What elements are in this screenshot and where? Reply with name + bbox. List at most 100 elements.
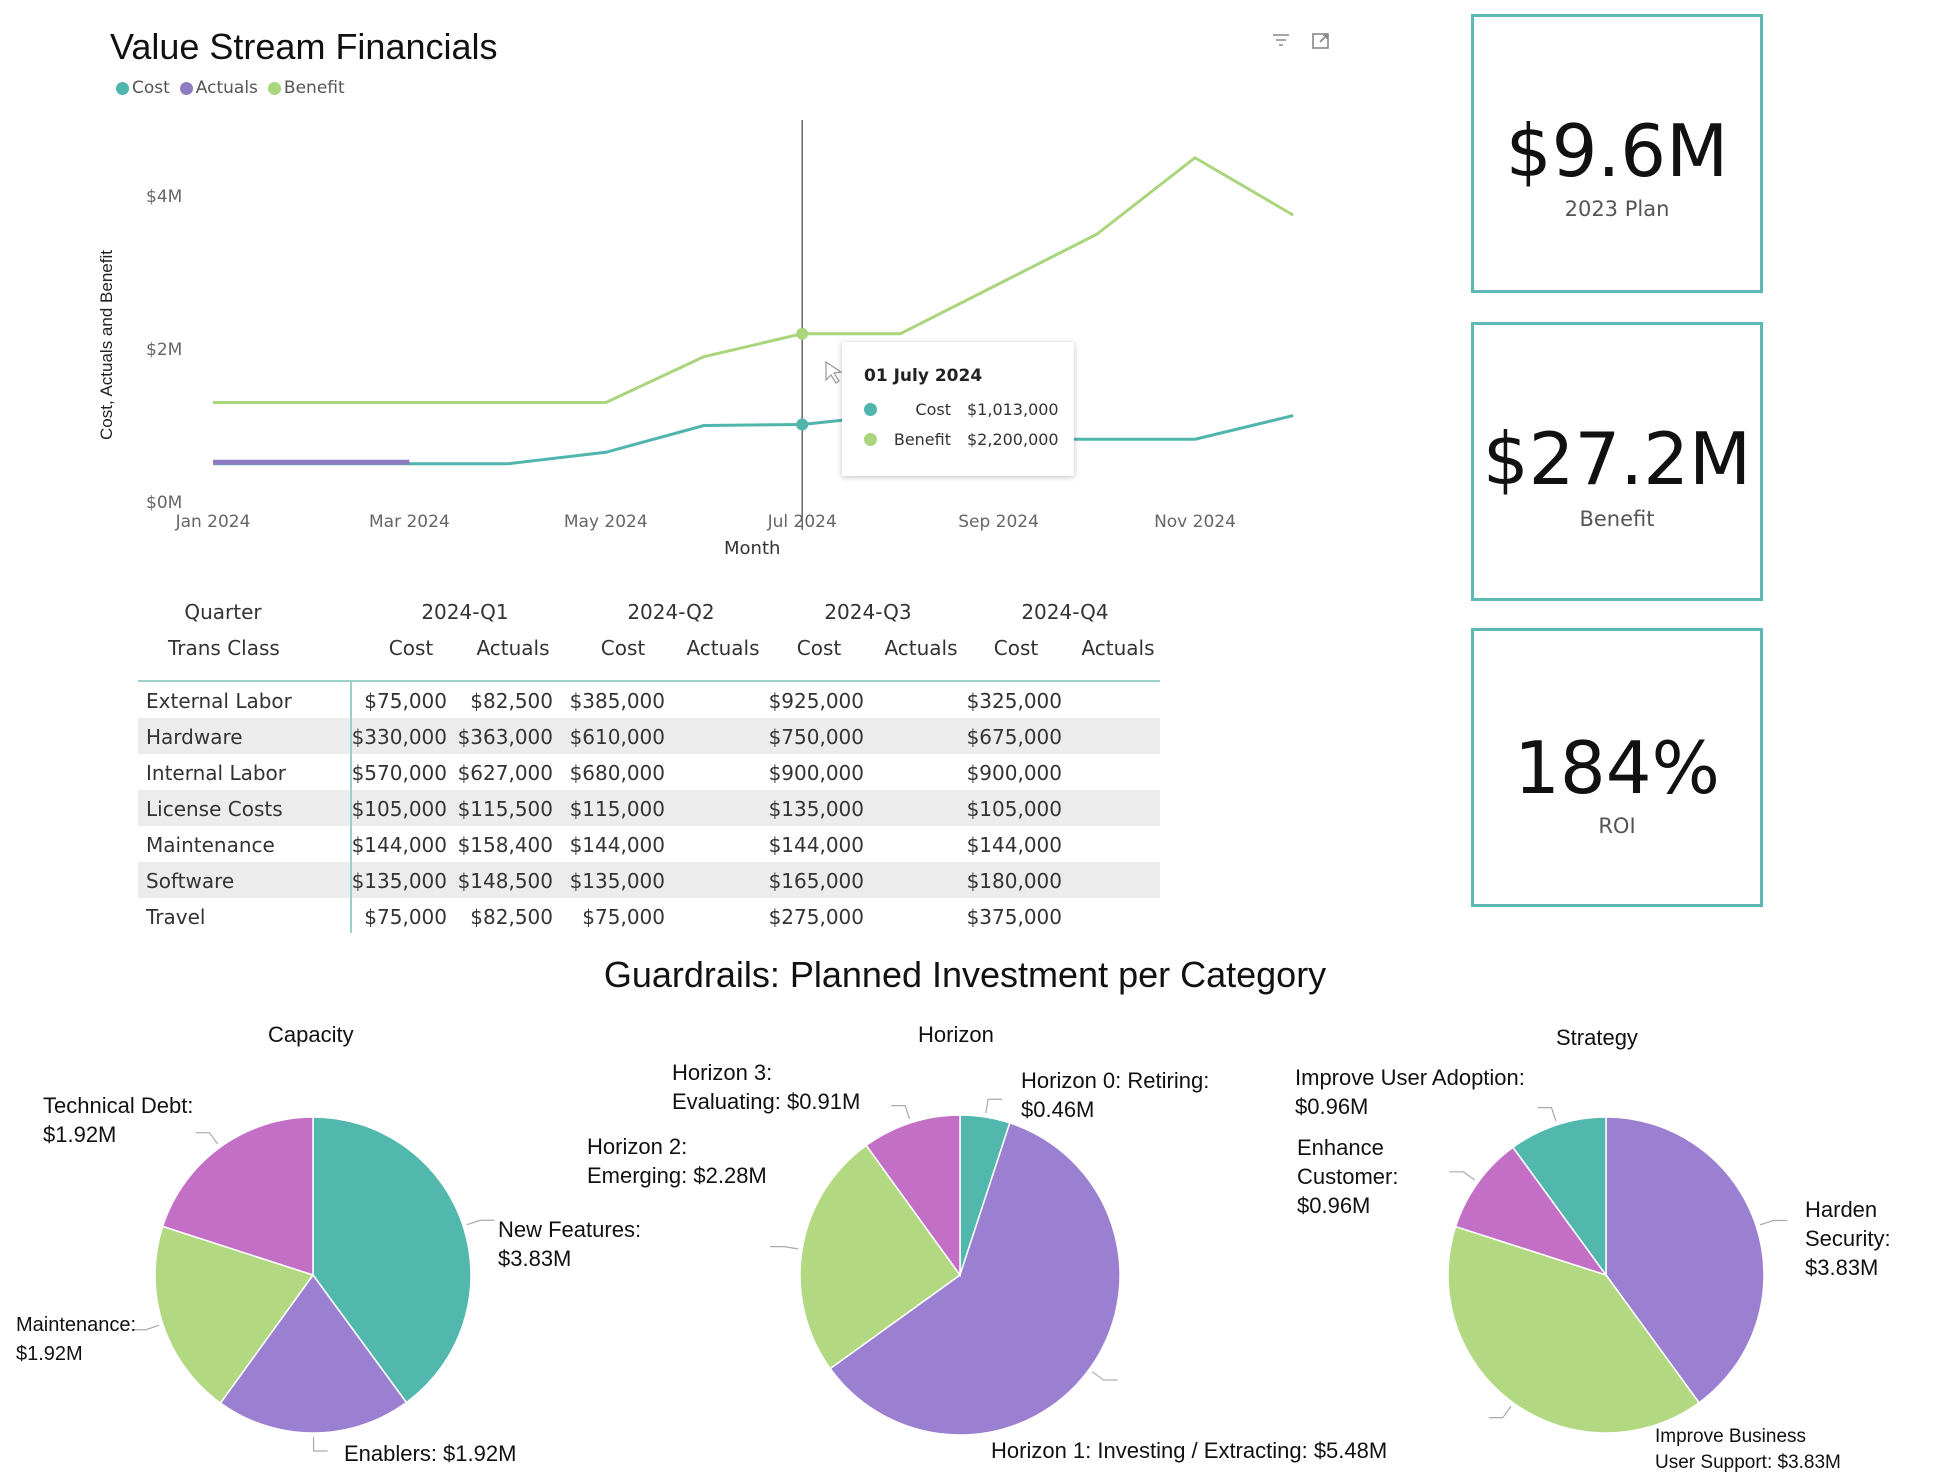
col-header-q2-actuals[interactable]: Actuals <box>686 636 760 660</box>
table-row[interactable]: Internal Labor $570,000 $627,000 $680,000 $9… <box>138 754 1160 790</box>
pie-slice-horizon[interactable] <box>959 1114 1011 1276</box>
table-cell: $627,000 <box>457 761 553 785</box>
table-cell: $75,000 <box>582 905 665 929</box>
tooltip-row-cost: Cost $1,013,000 <box>864 400 1059 419</box>
trans-class-header[interactable]: Trans Class <box>168 636 280 660</box>
pie-slice-strategy[interactable] <box>1454 1146 1608 1277</box>
table-cell: $900,000 <box>966 761 1062 785</box>
table-row[interactable]: Travel $75,000 $82,500 $75,000 $275,000 $375,… <box>138 898 1160 934</box>
pie-slice-capacity[interactable] <box>154 1225 315 1405</box>
line-chart-legend: Cost Actuals Benefit <box>116 78 345 98</box>
kpi-value-roi: 184% <box>1514 726 1720 810</box>
label-maintenance: Maintenance: $1.92M <box>16 1311 136 1369</box>
table-cell: $750,000 <box>768 725 864 749</box>
kpi-card-benefit[interactable]: $27.2M Benefit <box>1471 322 1763 601</box>
col-header-q1-actuals[interactable]: Actuals <box>476 636 550 660</box>
y-tick-label: $0M <box>146 493 182 513</box>
table-row[interactable]: License Costs $105,000 $115,500 $115,000 $13… <box>138 790 1160 826</box>
quarter-header-q1[interactable]: 2024-Q1 <box>421 600 509 624</box>
col-header-q4-actuals[interactable]: Actuals <box>1081 636 1155 660</box>
label-technical-debt-name: Technical Debt: <box>43 1093 194 1118</box>
table-cell: $144,000 <box>966 833 1062 857</box>
label-new-features-value: $3.83M <box>498 1246 572 1271</box>
row-label: Hardware <box>146 725 243 749</box>
label-enhance-customer-value: $0.96M <box>1297 1193 1371 1218</box>
x-tick-label: Mar 2024 <box>369 512 450 532</box>
pie-slice-strategy[interactable] <box>1447 1225 1701 1434</box>
row-label: External Labor <box>146 689 292 713</box>
pie-title-horizon: Horizon <box>918 1022 994 1047</box>
pie-slice-horizon[interactable] <box>799 1144 962 1370</box>
kpi-card-roi[interactable]: 184% ROI <box>1471 628 1763 907</box>
pie-leader-line <box>985 1098 1003 1114</box>
table-cell: $135,000 <box>569 869 665 893</box>
series-line-benefit <box>213 156 1294 405</box>
table-cell: $82,500 <box>470 905 553 929</box>
kpi-label-roi: ROI <box>1598 814 1636 838</box>
series-line-cost <box>213 412 1294 466</box>
filter-icon[interactable] <box>1270 30 1292 52</box>
quarter-header-q3[interactable]: 2024-Q3 <box>824 600 912 624</box>
table-cell: $135,000 <box>768 797 864 821</box>
label-horizon-1: Horizon 1: Investing / Extracting: $5.48… <box>991 1438 1388 1463</box>
label-horizon-3-value: Evaluating: $0.91M <box>672 1089 861 1114</box>
pie-leader-line <box>1537 1107 1557 1122</box>
pie-slice-strategy[interactable] <box>1511 1116 1607 1278</box>
legend-item-cost[interactable]: Cost <box>116 78 170 98</box>
label-harden-security-line2: Security: <box>1805 1226 1891 1251</box>
table-cell: $75,000 <box>364 689 447 713</box>
table-cell: $105,000 <box>351 797 447 821</box>
y-tick-label: $2M <box>146 340 182 360</box>
tooltip-cost-label: Cost <box>915 400 951 419</box>
quarter-header-q4[interactable]: 2024-Q4 <box>1021 600 1109 624</box>
label-enhance-customer: Enhance Customer: $0.96M <box>1297 1133 1398 1220</box>
table-cell: $75,000 <box>364 905 447 929</box>
y-tick-label: $4M <box>146 187 182 207</box>
table-cell: $325,000 <box>966 689 1062 713</box>
table-cell: $385,000 <box>569 689 665 713</box>
hover-point-cost <box>796 418 809 431</box>
col-header-q2-cost[interactable]: Cost <box>600 636 646 660</box>
kpi-card-plan[interactable]: $9.6M 2023 Plan <box>1471 14 1763 293</box>
label-horizon-2-name: Horizon 2: <box>587 1134 688 1159</box>
table-row[interactable]: Software $135,000 $148,500 $135,000 $165,000… <box>138 862 1160 898</box>
x-tick-label: Sep 2024 <box>958 512 1039 532</box>
pie-slice-horizon[interactable] <box>829 1122 1121 1436</box>
row-label: License Costs <box>146 797 283 821</box>
row-label: Travel <box>146 905 206 929</box>
legend-item-actuals[interactable]: Actuals <box>179 78 258 98</box>
quarter-header-q2[interactable]: 2024-Q2 <box>627 600 715 624</box>
table-cell: $82,500 <box>470 689 553 713</box>
label-horizon-0: Horizon 0: Retiring: $0.46M <box>1021 1066 1209 1124</box>
x-tick-label: May 2024 <box>564 512 648 532</box>
table-row[interactable]: External Labor $75,000 $82,500 $385,000 $925… <box>138 682 1160 718</box>
label-improve-business-line1: Improve Business <box>1655 1426 1807 1447</box>
table-row[interactable]: Hardware $330,000 $363,000 $610,000 $750,000… <box>138 718 1160 754</box>
row-label: Software <box>146 869 235 893</box>
col-header-q4-cost[interactable]: Cost <box>993 636 1039 660</box>
col-header-q1-cost[interactable]: Cost <box>388 636 434 660</box>
focus-mode-icon[interactable] <box>1310 30 1332 52</box>
pie-slice-horizon[interactable] <box>865 1114 961 1278</box>
pie-slice-capacity[interactable] <box>312 1116 472 1404</box>
kpi-label-plan: 2023 Plan <box>1564 197 1670 221</box>
table-header-columns: Trans Class Cost Actuals Cost Actuals Co… <box>138 636 1160 668</box>
pie-slice-capacity[interactable] <box>219 1273 408 1434</box>
label-horizon-3: Horizon 3: Evaluating: $0.91M <box>672 1058 860 1116</box>
pie-slice-strategy[interactable] <box>1605 1116 1765 1404</box>
guardrails-title: Guardrails: Planned Investment per Categ… <box>603 954 1327 995</box>
pie-leader-line <box>1759 1219 1788 1226</box>
legend-item-benefit[interactable]: Benefit <box>267 78 345 98</box>
label-improve-user-adoption-value: $0.96M <box>1295 1094 1369 1119</box>
table-cell: $275,000 <box>768 905 864 929</box>
label-new-features: New Features: $3.83M <box>498 1215 641 1273</box>
col-header-q3-cost[interactable]: Cost <box>796 636 842 660</box>
legend-dot-benefit <box>267 81 281 95</box>
table-cell: $105,000 <box>966 797 1062 821</box>
col-header-q3-actuals[interactable]: Actuals <box>884 636 958 660</box>
table-row[interactable]: Maintenance $144,000 $158,400 $144,000 $144,… <box>138 826 1160 862</box>
table-cell: $925,000 <box>768 689 864 713</box>
table-cell: $570,000 <box>351 761 447 785</box>
quarter-header: Quarter <box>184 600 262 624</box>
